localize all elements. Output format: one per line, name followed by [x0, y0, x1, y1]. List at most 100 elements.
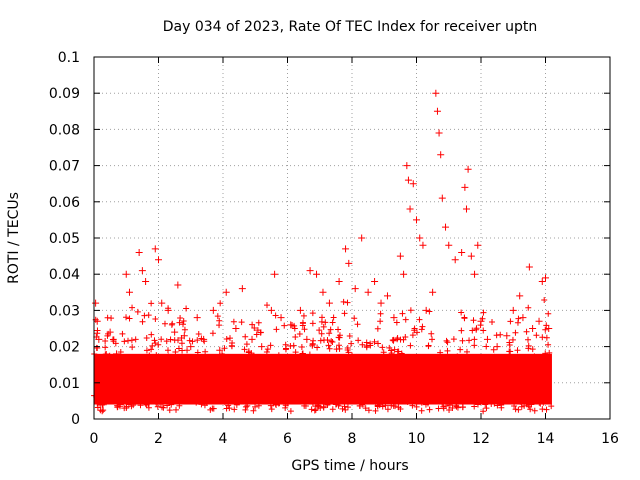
x-tick-label: 12	[472, 431, 490, 447]
band-point	[453, 383, 460, 390]
band-point	[255, 319, 262, 326]
band-point	[531, 407, 538, 414]
y-tick-label: 0.05	[49, 231, 80, 247]
band-point	[320, 403, 327, 410]
data-point	[445, 241, 453, 249]
band-point	[198, 379, 205, 386]
x-tick-label: 10	[408, 431, 426, 447]
band-point	[99, 402, 106, 409]
band-point	[330, 314, 337, 321]
band-point	[195, 366, 202, 373]
band-point	[209, 330, 216, 337]
band-point	[204, 378, 211, 385]
band-point	[524, 401, 531, 408]
band-point	[413, 403, 420, 410]
band-point	[96, 376, 103, 383]
band-point	[382, 402, 389, 409]
data-point	[164, 306, 172, 314]
band-point	[320, 357, 327, 364]
band-point	[103, 350, 110, 357]
data-point	[345, 259, 353, 267]
band-point	[521, 402, 528, 409]
data-point	[432, 89, 440, 97]
band-point	[317, 337, 324, 344]
dense-point-cloud	[91, 297, 555, 415]
band-point	[173, 406, 180, 413]
band-point	[290, 342, 297, 349]
band-point	[121, 338, 128, 345]
y-tick-label: 0.09	[49, 86, 80, 102]
band-point	[230, 318, 237, 325]
band-point	[480, 309, 487, 316]
band-point	[301, 326, 308, 333]
band-point	[105, 363, 112, 370]
x-tick-label: 8	[348, 431, 357, 447]
band-point	[128, 337, 135, 344]
data-point	[306, 267, 314, 275]
band-point	[418, 326, 425, 333]
band-point	[457, 382, 464, 389]
band-point	[209, 405, 216, 412]
band-point	[125, 337, 132, 344]
band-point	[326, 357, 333, 364]
band-point	[525, 345, 532, 352]
band-point	[533, 332, 540, 339]
band-point	[449, 369, 456, 376]
band-point	[329, 406, 336, 413]
band-point	[494, 402, 501, 409]
band-point	[458, 327, 465, 334]
band-point	[489, 318, 496, 325]
data-point	[471, 270, 479, 278]
band-point	[94, 327, 101, 334]
band-point	[97, 368, 104, 375]
band-point	[463, 348, 470, 355]
band-point	[468, 378, 475, 385]
band-point	[392, 370, 399, 377]
band-point	[440, 403, 447, 410]
band-point	[316, 327, 323, 334]
band-point	[407, 307, 414, 314]
band-point	[494, 392, 501, 399]
band-point	[427, 370, 434, 377]
band-point	[246, 359, 253, 366]
band-point	[443, 379, 450, 386]
band-point	[335, 402, 342, 409]
band-point	[291, 322, 298, 329]
band-point	[94, 404, 101, 411]
band-point	[299, 350, 306, 357]
band-point	[303, 355, 310, 362]
band-point	[542, 353, 549, 360]
band-point	[102, 344, 109, 351]
band-point	[203, 371, 210, 378]
band-point	[507, 348, 514, 355]
band-point	[443, 402, 450, 409]
band-point	[483, 405, 490, 412]
band-point	[534, 391, 541, 398]
band-point	[349, 352, 356, 359]
data-point	[474, 241, 482, 249]
band-point	[367, 342, 374, 349]
band-point	[299, 320, 306, 327]
band-point	[534, 368, 541, 375]
data-point	[400, 270, 408, 278]
band-point	[300, 312, 307, 319]
band-point	[176, 402, 183, 409]
band-point	[167, 336, 174, 343]
band-point	[454, 353, 461, 360]
band-point	[329, 319, 336, 326]
band-point	[428, 330, 435, 337]
band-point	[109, 336, 116, 343]
band-point	[121, 392, 128, 399]
band-point	[123, 314, 130, 321]
band-point	[545, 310, 552, 317]
band-point	[150, 376, 157, 383]
data-point	[358, 234, 366, 242]
band-point	[314, 344, 321, 351]
band-point	[221, 345, 228, 352]
band-point	[137, 402, 144, 409]
band-point	[530, 394, 537, 401]
band-point	[318, 330, 325, 337]
band-point	[515, 357, 522, 364]
band-point	[424, 390, 431, 397]
